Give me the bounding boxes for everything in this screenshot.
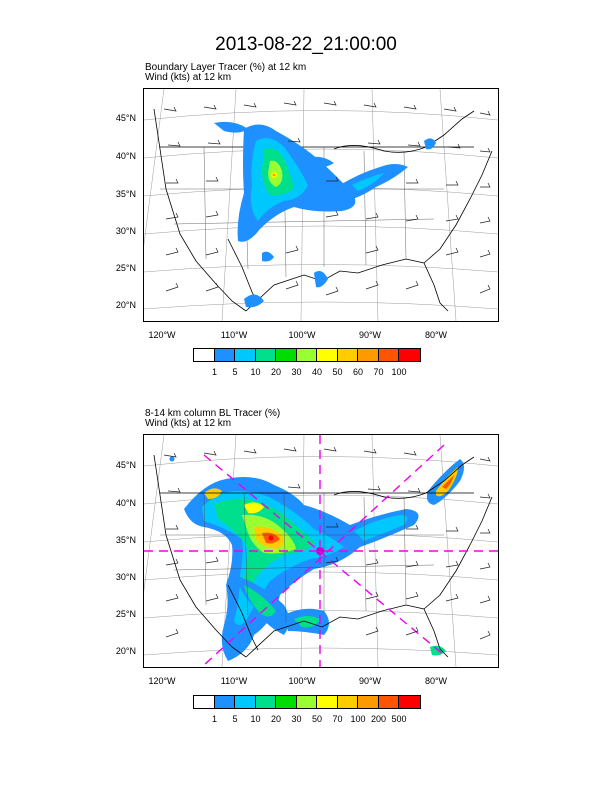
panel1-lon-label-80: 80°W — [424, 330, 448, 340]
colorbar-tick-label: 70 — [373, 367, 384, 377]
main-title: 2013-08-22_21:00:00 — [215, 34, 397, 55]
colorbar-tick-label: 500 — [391, 714, 407, 724]
panel2-lat-label-25: 25°N — [115, 609, 136, 619]
panel2-subtitle-line1: 8-14 km column BL Tracer (%) — [145, 408, 281, 419]
colorbar-swatch — [378, 349, 399, 361]
colorbar-swatch — [337, 696, 358, 708]
panel1-map — [143, 88, 499, 322]
colorbar-swatch — [399, 696, 420, 708]
panel1-tracer-field — [214, 121, 436, 308]
panel2-colorbar — [193, 695, 421, 709]
panel1-lon-label-100: 100°W — [288, 330, 316, 340]
panel1-lon-label-110: 110°W — [220, 330, 248, 340]
panel2-lat-label-35: 35°N — [115, 535, 136, 545]
colorbar-swatch — [399, 349, 420, 361]
colorbar-tick-label: 5 — [232, 367, 238, 377]
colorbar-swatch — [214, 349, 235, 361]
colorbar-tick-label: 40 — [311, 367, 322, 377]
colorbar-swatch — [358, 696, 379, 708]
colorbar-tick-label: 20 — [270, 714, 281, 724]
panel2-lat-label-30: 30°N — [115, 572, 136, 582]
colorbar-tick-label: 70 — [332, 714, 343, 724]
colorbar-swatch — [214, 696, 235, 708]
panel1-lon-label-120: 120°W — [148, 330, 176, 340]
colorbar-tick-label: 100 — [391, 367, 407, 377]
panel2-tracer-field — [169, 456, 464, 661]
colorbar-swatch — [296, 696, 317, 708]
panel2-lon-label-110: 110°W — [220, 676, 248, 686]
panel1-map-svg — [144, 89, 498, 321]
panel1-subtitle-line1: Boundary Layer Tracer (%) at 12 km — [145, 62, 307, 73]
colorbar-tick-label: 50 — [311, 714, 322, 724]
panel2-map-svg — [144, 435, 498, 667]
colorbar-swatch — [276, 696, 297, 708]
panel1-lat-label-25: 25°N — [115, 263, 136, 273]
panel1-lat-label-30: 30°N — [115, 226, 136, 236]
panel2-lon-label-100: 100°W — [288, 676, 316, 686]
colorbar-swatch — [235, 349, 256, 361]
colorbar-tick-label: 10 — [250, 714, 261, 724]
colorbar-swatch — [337, 349, 358, 361]
panel1-lat-label-45: 45°N — [115, 113, 136, 123]
panel1-lat-label-40: 40°N — [115, 151, 136, 161]
panel1-lat-label-20: 20°N — [115, 300, 136, 310]
panel2-wind-barbs — [163, 446, 491, 640]
colorbar-tick-label: 1 — [211, 714, 217, 724]
panel1-wind-barbs — [163, 100, 491, 296]
panel2-cross-section-lines — [144, 435, 498, 667]
colorbar-swatch — [378, 696, 399, 708]
colorbar-swatch — [255, 696, 276, 708]
colorbar-tick-label: 200 — [370, 714, 387, 724]
colorbar-swatch — [255, 349, 276, 361]
panel1-subtitle-line2: Wind (kts) at 12 km — [145, 72, 232, 83]
panel2-lon-label-80: 80°W — [424, 676, 448, 686]
colorbar-tick-label: 30 — [291, 714, 302, 724]
panel2-lon-label-120: 120°W — [148, 676, 176, 686]
colorbar-swatch — [194, 696, 215, 708]
panel2-subtitle-line2: Wind (kts) at 12 km — [145, 418, 232, 429]
colorbar-tick-label: 10 — [250, 367, 261, 377]
colorbar-tick-label: 1 — [211, 367, 217, 377]
colorbar-tick-label: 30 — [291, 367, 302, 377]
colorbar-swatch — [296, 349, 317, 361]
colorbar-swatch — [358, 349, 379, 361]
panel1-lon-label-90: 90°W — [358, 330, 382, 340]
colorbar-swatch — [276, 349, 297, 361]
colorbar-swatch — [317, 696, 338, 708]
panel2-lat-label-45: 45°N — [115, 460, 136, 470]
colorbar-tick-label: 20 — [270, 367, 281, 377]
panel2-map — [143, 434, 499, 668]
panel1-lat-label-35: 35°N — [115, 189, 136, 199]
colorbar-tick-label: 100 — [350, 714, 366, 724]
colorbar-tick-label: 60 — [352, 367, 363, 377]
colorbar-swatch — [235, 696, 256, 708]
colorbar-swatch — [194, 349, 215, 361]
panel2-lat-label-20: 20°N — [115, 646, 136, 656]
colorbar-tick-label: 50 — [332, 367, 343, 377]
colorbar-swatch — [317, 349, 338, 361]
panel2-lon-label-90: 90°W — [358, 676, 382, 686]
panel2-state-lines — [160, 492, 444, 624]
panel2-lat-label-40: 40°N — [115, 498, 136, 508]
colorbar-tick-label: 5 — [232, 714, 238, 724]
panel1-colorbar — [193, 348, 421, 362]
